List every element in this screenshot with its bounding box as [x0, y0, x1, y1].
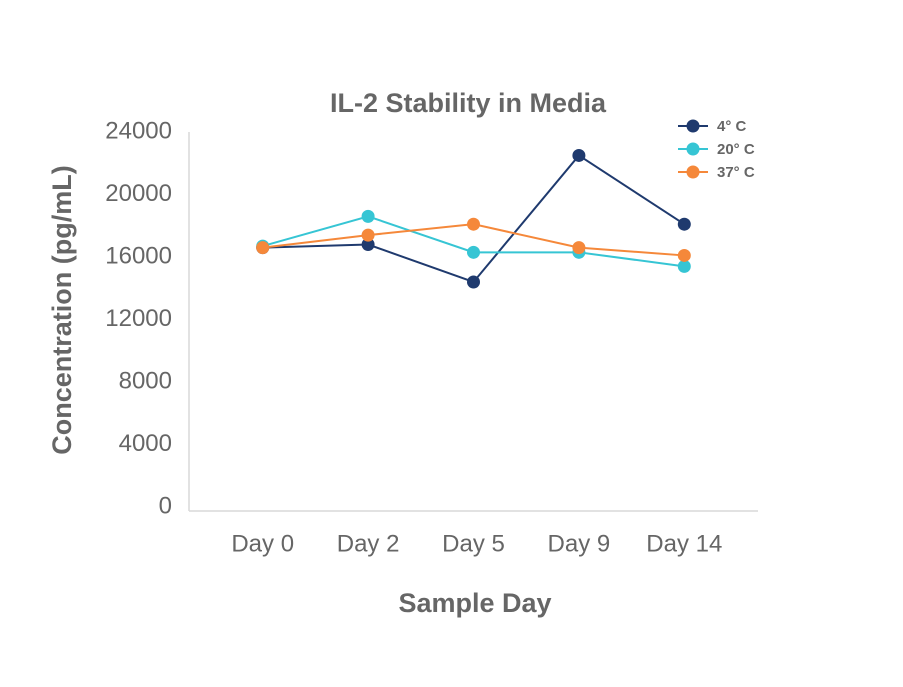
data-point	[572, 148, 586, 162]
y-tick-label: 16000	[105, 242, 172, 269]
y-tick-label: 20000	[105, 180, 172, 207]
y-tick-label: 4000	[119, 430, 172, 457]
data-point	[256, 241, 270, 255]
y-tick-label: 8000	[119, 367, 172, 394]
data-point	[677, 217, 691, 231]
data-point	[361, 209, 375, 223]
chart-title: IL-2 Stability in Media	[330, 88, 607, 118]
data-point	[361, 228, 375, 242]
x-tick-label: Day 0	[231, 530, 294, 557]
legend-marker	[686, 119, 700, 133]
x-tick-label: Day 2	[337, 530, 400, 557]
y-tick-label: 0	[159, 492, 172, 519]
data-point	[572, 241, 586, 255]
legend-label: 4° C	[717, 118, 747, 135]
legend-marker	[686, 165, 700, 179]
legend-marker	[686, 142, 700, 156]
data-point	[677, 248, 691, 262]
y-tick-label: 24000	[105, 117, 172, 144]
x-tick-label: Day 14	[646, 530, 722, 557]
legend-label: 20° C	[717, 141, 755, 158]
x-tick-label: Day 5	[442, 530, 505, 557]
legend-label: 37° C	[717, 164, 755, 181]
data-point	[677, 259, 691, 273]
y-tick-label: 12000	[105, 305, 172, 332]
data-point	[467, 275, 480, 289]
data-point	[361, 238, 375, 251]
data-point	[467, 245, 480, 259]
y-axis-title: Concentration (pg/mL)	[47, 165, 77, 454]
x-axis-title: Sample Day	[398, 588, 551, 618]
data-point	[467, 217, 480, 231]
x-tick-label: Day 9	[548, 530, 611, 557]
